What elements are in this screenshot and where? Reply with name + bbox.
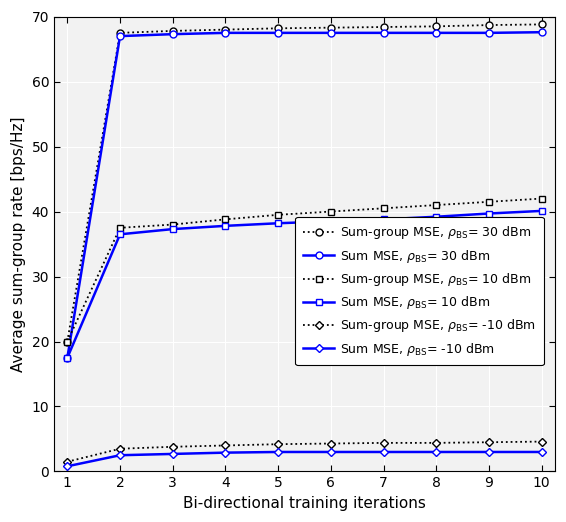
Sum-group MSE, $\rho_{\mathrm{BS}}$= -10 dBm xyxy=(275,441,281,447)
Sum-group MSE, $\rho_{\mathrm{BS}}$= 30 dBm xyxy=(433,23,440,29)
Sum-group MSE, $\rho_{\mathrm{BS}}$= 10 dBm xyxy=(538,195,545,201)
Sum-group MSE, $\rho_{\mathrm{BS}}$= -10 dBm xyxy=(222,442,229,448)
Sum-group MSE, $\rho_{\mathrm{BS}}$= 30 dBm xyxy=(538,21,545,28)
Sum MSE, $\rho_{\mathrm{BS}}$= -10 dBm xyxy=(486,449,492,455)
Sum-group MSE, $\rho_{\mathrm{BS}}$= -10 dBm xyxy=(486,439,492,445)
Sum MSE, $\rho_{\mathrm{BS}}$= 10 dBm xyxy=(169,226,176,232)
Sum MSE, $\rho_{\mathrm{BS}}$= 10 dBm xyxy=(433,213,440,220)
Sum-group MSE, $\rho_{\mathrm{BS}}$= 30 dBm xyxy=(275,25,281,31)
Sum-group MSE, $\rho_{\mathrm{BS}}$= 10 dBm xyxy=(328,208,335,215)
Sum MSE, $\rho_{\mathrm{BS}}$= -10 dBm xyxy=(117,452,123,458)
Sum MSE, $\rho_{\mathrm{BS}}$= -10 dBm xyxy=(433,449,440,455)
Sum MSE, $\rho_{\mathrm{BS}}$= 30 dBm xyxy=(328,30,335,36)
Sum-group MSE, $\rho_{\mathrm{BS}}$= 30 dBm xyxy=(117,30,123,36)
Sum-group MSE, $\rho_{\mathrm{BS}}$= 10 dBm xyxy=(433,202,440,208)
Sum-group MSE, $\rho_{\mathrm{BS}}$= 10 dBm xyxy=(64,338,71,345)
Sum MSE, $\rho_{\mathrm{BS}}$= -10 dBm xyxy=(169,451,176,457)
X-axis label: Bi-directional training iterations: Bi-directional training iterations xyxy=(183,496,426,511)
Line: Sum-group MSE, $\rho_{\mathrm{BS}}$= 30 dBm: Sum-group MSE, $\rho_{\mathrm{BS}}$= 30 … xyxy=(64,21,545,345)
Sum MSE, $\rho_{\mathrm{BS}}$= -10 dBm xyxy=(275,449,281,455)
Sum MSE, $\rho_{\mathrm{BS}}$= 30 dBm xyxy=(380,30,387,36)
Sum-group MSE, $\rho_{\mathrm{BS}}$= 30 dBm xyxy=(64,338,71,345)
Sum-group MSE, $\rho_{\mathrm{BS}}$= 30 dBm xyxy=(486,22,492,28)
Sum MSE, $\rho_{\mathrm{BS}}$= -10 dBm xyxy=(222,449,229,456)
Sum-group MSE, $\rho_{\mathrm{BS}}$= -10 dBm xyxy=(433,440,440,446)
Sum MSE, $\rho_{\mathrm{BS}}$= 10 dBm xyxy=(486,210,492,217)
Sum-group MSE, $\rho_{\mathrm{BS}}$= 30 dBm xyxy=(222,27,229,33)
Y-axis label: Average sum-group rate [bps/Hz]: Average sum-group rate [bps/Hz] xyxy=(11,116,26,372)
Sum MSE, $\rho_{\mathrm{BS}}$= 10 dBm xyxy=(117,231,123,238)
Line: Sum-group MSE, $\rho_{\mathrm{BS}}$= 10 dBm: Sum-group MSE, $\rho_{\mathrm{BS}}$= 10 … xyxy=(64,195,545,345)
Sum MSE, $\rho_{\mathrm{BS}}$= -10 dBm xyxy=(64,463,71,469)
Sum MSE, $\rho_{\mathrm{BS}}$= 10 dBm xyxy=(538,208,545,214)
Sum MSE, $\rho_{\mathrm{BS}}$= 10 dBm xyxy=(64,354,71,361)
Sum-group MSE, $\rho_{\mathrm{BS}}$= -10 dBm xyxy=(169,444,176,450)
Sum MSE, $\rho_{\mathrm{BS}}$= 30 dBm xyxy=(117,33,123,39)
Sum MSE, $\rho_{\mathrm{BS}}$= -10 dBm xyxy=(538,449,545,455)
Legend: Sum-group MSE, $\rho_{\mathrm{BS}}$= 30 dBm, Sum MSE, $\rho_{\mathrm{BS}}$= 30 d: Sum-group MSE, $\rho_{\mathrm{BS}}$= 30 … xyxy=(295,217,543,365)
Sum-group MSE, $\rho_{\mathrm{BS}}$= 10 dBm xyxy=(380,205,387,211)
Sum-group MSE, $\rho_{\mathrm{BS}}$= -10 dBm xyxy=(328,441,335,447)
Sum MSE, $\rho_{\mathrm{BS}}$= 10 dBm xyxy=(328,218,335,224)
Sum-group MSE, $\rho_{\mathrm{BS}}$= 30 dBm xyxy=(328,25,335,31)
Sum-group MSE, $\rho_{\mathrm{BS}}$= 10 dBm xyxy=(275,211,281,218)
Sum MSE, $\rho_{\mathrm{BS}}$= 30 dBm xyxy=(169,31,176,37)
Sum-group MSE, $\rho_{\mathrm{BS}}$= 10 dBm xyxy=(222,216,229,222)
Sum MSE, $\rho_{\mathrm{BS}}$= 30 dBm xyxy=(486,30,492,36)
Sum MSE, $\rho_{\mathrm{BS}}$= 30 dBm xyxy=(222,30,229,36)
Sum MSE, $\rho_{\mathrm{BS}}$= 30 dBm xyxy=(433,30,440,36)
Sum-group MSE, $\rho_{\mathrm{BS}}$= 30 dBm xyxy=(169,28,176,34)
Line: Sum MSE, $\rho_{\mathrm{BS}}$= -10 dBm: Sum MSE, $\rho_{\mathrm{BS}}$= -10 dBm xyxy=(65,449,544,469)
Sum-group MSE, $\rho_{\mathrm{BS}}$= 10 dBm xyxy=(169,221,176,228)
Sum MSE, $\rho_{\mathrm{BS}}$= 10 dBm xyxy=(380,216,387,222)
Sum-group MSE, $\rho_{\mathrm{BS}}$= -10 dBm xyxy=(117,446,123,452)
Sum MSE, $\rho_{\mathrm{BS}}$= -10 dBm xyxy=(380,449,387,455)
Sum MSE, $\rho_{\mathrm{BS}}$= 30 dBm xyxy=(275,30,281,36)
Sum-group MSE, $\rho_{\mathrm{BS}}$= -10 dBm xyxy=(538,438,545,445)
Sum-group MSE, $\rho_{\mathrm{BS}}$= 10 dBm xyxy=(117,224,123,231)
Sum-group MSE, $\rho_{\mathrm{BS}}$= 30 dBm xyxy=(380,24,387,30)
Sum-group MSE, $\rho_{\mathrm{BS}}$= -10 dBm xyxy=(380,440,387,446)
Line: Sum MSE, $\rho_{\mathrm{BS}}$= 10 dBm: Sum MSE, $\rho_{\mathrm{BS}}$= 10 dBm xyxy=(64,207,545,361)
Sum MSE, $\rho_{\mathrm{BS}}$= 30 dBm xyxy=(538,29,545,35)
Sum-group MSE, $\rho_{\mathrm{BS}}$= 10 dBm xyxy=(486,199,492,205)
Sum MSE, $\rho_{\mathrm{BS}}$= 10 dBm xyxy=(222,223,229,229)
Sum MSE, $\rho_{\mathrm{BS}}$= 10 dBm xyxy=(275,220,281,227)
Line: Sum-group MSE, $\rho_{\mathrm{BS}}$= -10 dBm: Sum-group MSE, $\rho_{\mathrm{BS}}$= -10… xyxy=(65,439,544,465)
Line: Sum MSE, $\rho_{\mathrm{BS}}$= 30 dBm: Sum MSE, $\rho_{\mathrm{BS}}$= 30 dBm xyxy=(64,29,545,361)
Sum MSE, $\rho_{\mathrm{BS}}$= -10 dBm xyxy=(328,449,335,455)
Sum-group MSE, $\rho_{\mathrm{BS}}$= -10 dBm xyxy=(64,459,71,465)
Sum MSE, $\rho_{\mathrm{BS}}$= 30 dBm xyxy=(64,354,71,361)
